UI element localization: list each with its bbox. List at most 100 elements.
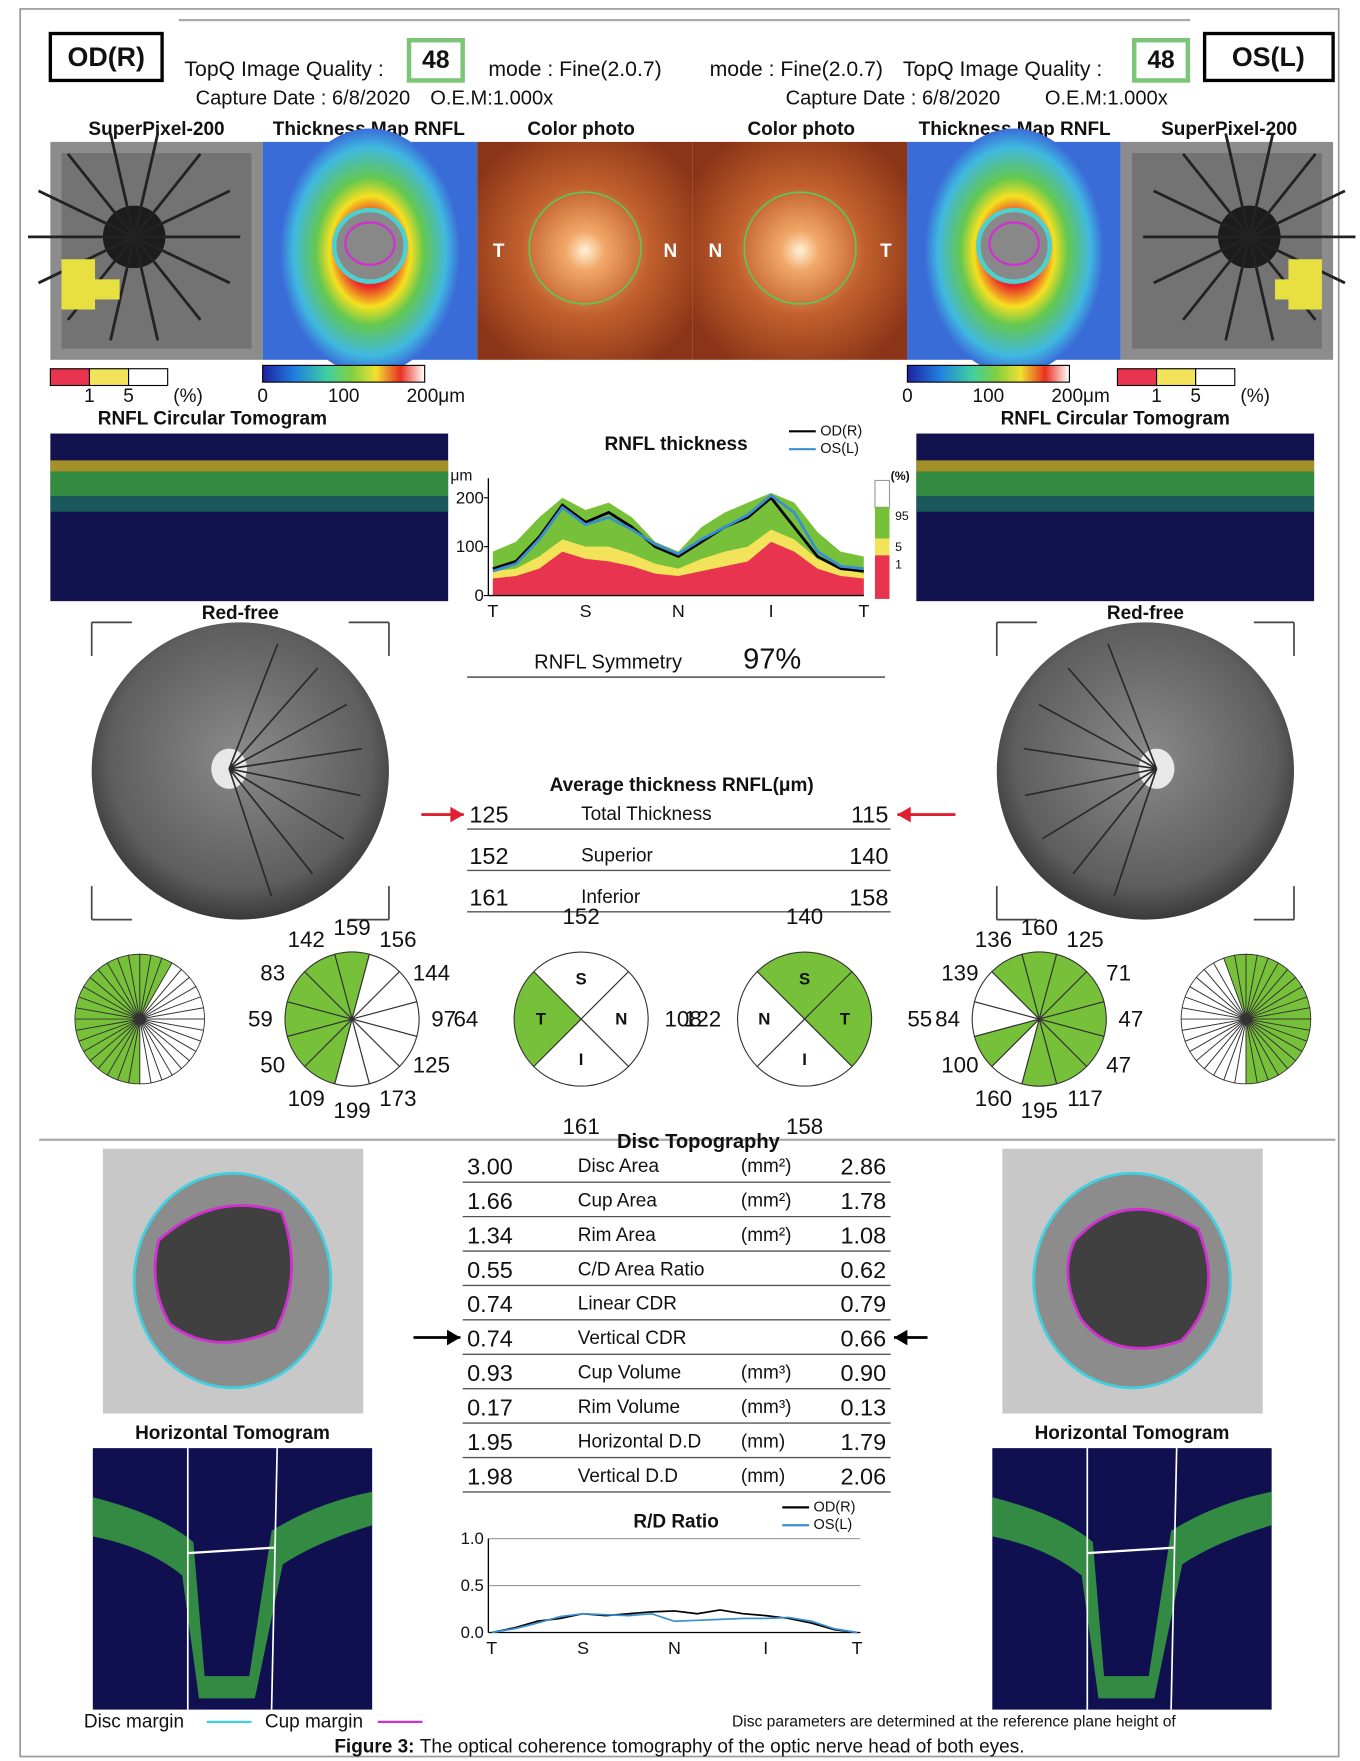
sector-value: 159 [333,915,370,940]
sector-value: 173 [379,1086,416,1111]
band-key-label: 1 [895,557,902,571]
scale-label: 1 [1151,386,1162,407]
label: 1.98 [467,1463,513,1489]
quadrant-letter: N [615,1010,627,1029]
sector-value: 109 [288,1086,325,1111]
caption-text: The optical coherence tomography of the … [420,1736,1025,1757]
label: 0.55 [467,1257,513,1283]
label: C/D Area Ratio [578,1259,705,1280]
sector-value: 108 [665,1007,702,1032]
label: O.E.M:1.000x [1045,87,1168,109]
label: (mm) [741,1431,785,1452]
label: 1.78 [841,1188,887,1214]
sector-value: 195 [1021,1098,1058,1123]
label: Rim Area [578,1225,657,1246]
sector-value: 161 [562,1114,599,1139]
label: Disc margin [84,1711,184,1732]
retina-layer [50,496,448,512]
label: Linear CDR [578,1294,677,1315]
sector-value: 71 [1106,961,1131,986]
horizontal-tomogram [93,1448,372,1709]
label: (mm³) [741,1363,792,1384]
label: Horizontal D.D [578,1431,701,1452]
defect-patch [75,279,120,299]
label: Vertical D.D [578,1466,678,1487]
quadrant-letter: T [840,1010,851,1029]
label: TopQ Image Quality : [184,58,383,81]
band-key-label: 5 [895,540,902,554]
label: 0.90 [841,1360,887,1386]
percent-scale [50,369,89,386]
arrow-head [447,1330,460,1346]
band-key [875,480,890,507]
quadrant-letter: N [758,1010,770,1029]
sector-value: 156 [379,927,416,952]
band-key-title: (%) [891,469,910,483]
horizontal-tomogram [992,1448,1271,1709]
scale-label: (%) [173,386,203,407]
band-key-label: 95 [895,509,909,523]
label: 125 [469,802,508,828]
x-tick-label: T [487,601,498,621]
label: RNFL Circular Tomogram [98,409,327,430]
sector-value: 136 [975,927,1012,952]
scale-label: 100 [328,386,360,407]
arrow-head [450,807,463,823]
sector-value: 55 [907,1007,932,1032]
photo-letter: T [880,241,892,262]
label: 0.66 [841,1326,887,1352]
sector-value: 139 [941,961,978,986]
retina-layer [50,460,448,471]
cup-margin [1068,1209,1209,1348]
retina-layer [916,460,1314,471]
sector-value: 47 [1106,1052,1131,1077]
label: 0.62 [841,1257,887,1283]
circular-tomogram [916,434,1314,602]
retina-layer [916,496,1314,512]
x-tick-label: N [672,601,685,621]
label: Horizontal Tomogram [1035,1423,1230,1444]
label: Disc Topography [617,1131,781,1153]
circular-tomogram [50,434,448,602]
quadrant-letter: I [579,1050,584,1069]
sector-value: 199 [333,1098,370,1123]
x-tick-label: N [668,1638,681,1658]
scale-label: 200μm [407,386,465,407]
y-tick-label: 0.0 [461,1623,484,1642]
quadrant-letter: I [802,1050,807,1069]
percent-scale [89,369,128,386]
page: {"header":{"od":"OD(R)","os":"OS(L)","qu… [0,0,1360,1761]
label: 1.08 [841,1222,887,1248]
quadrant-letter: T [536,1010,547,1029]
x-tick-label: T [486,1638,497,1658]
quadrant-letter: S [576,969,587,988]
label: Cup margin [265,1711,363,1732]
label: 3.00 [467,1154,513,1180]
label: Superior [581,845,653,866]
y-tick-label: 0.5 [461,1576,484,1595]
band-key [875,507,890,538]
label: Cup Volume [578,1363,681,1384]
label: (mm²) [741,1225,792,1246]
label: 158 [849,884,888,910]
label: RNFL Symmetry [534,652,683,674]
band-key [875,539,890,556]
label: 1.95 [467,1429,513,1455]
y-tick-label: 100 [456,537,484,556]
label: 140 [849,843,888,869]
label: 2.86 [841,1154,887,1180]
scale-label: 0 [902,386,913,407]
color-photo [477,142,693,360]
legend-label: OD(R) [820,423,862,439]
percent-scale [1196,369,1235,386]
band-key [875,555,890,599]
sector-value: 160 [1021,915,1058,940]
label: 115 [851,802,888,828]
label: Rim Volume [578,1397,680,1418]
thickness-scale [263,365,425,382]
label: 48 [1147,47,1174,74]
caption: Figure 3: The optical coherence tomograp… [334,1736,1024,1757]
x-tick-label: T [858,601,869,621]
sector-value: 125 [1066,927,1103,952]
cup-margin [155,1205,292,1342]
